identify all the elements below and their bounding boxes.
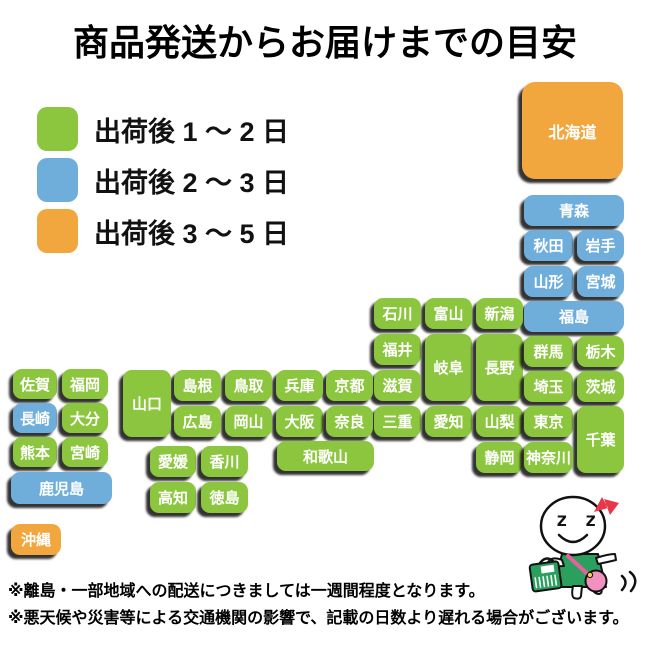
prefecture-block: 山形 <box>524 266 573 297</box>
note-line: ※悪天候や災害等による交通機関の影響で、記載の日数より遅れる場合がございます。 <box>8 610 629 627</box>
prefecture-block: 岡山 <box>225 406 272 437</box>
prefecture-block: 佐賀 <box>13 369 57 399</box>
prefecture-block: 青森 <box>524 195 624 226</box>
prefecture-block: 愛知 <box>425 406 472 437</box>
prefecture-block: 兵庫 <box>276 370 323 401</box>
prefecture-block: 神奈川 <box>524 442 573 473</box>
prefecture-block: 静岡 <box>476 442 523 473</box>
prefecture-block: 福岡 <box>62 369 108 399</box>
legend-item-green: 出荷後 1 ～ 2 日 <box>37 107 289 151</box>
mascot-right-arm <box>595 553 617 565</box>
prefecture-block: 沖縄 <box>11 524 61 555</box>
prefecture-block: 香川 <box>201 446 248 477</box>
prefecture-block: 宮城 <box>577 266 624 297</box>
legend-label: 出荷後 2 ～ 3 日 <box>94 167 290 198</box>
mascot-motion-lines <box>620 570 637 593</box>
prefecture-block: 大分 <box>62 403 108 433</box>
prefecture-block: 長野 <box>476 334 523 401</box>
prefecture-block: 東京 <box>524 406 573 437</box>
legend-label: 出荷後 1 ～ 2 日 <box>94 116 290 147</box>
prefecture-block: 福井 <box>374 334 421 365</box>
prefecture-block: 群馬 <box>524 336 573 367</box>
prefecture-block: 埼玉 <box>524 371 573 402</box>
prefecture-block: 滋賀 <box>374 370 421 401</box>
prefecture-block: 富山 <box>425 298 472 329</box>
prefecture-block: 岩手 <box>577 230 624 261</box>
prefecture-block: 岐阜 <box>425 334 472 401</box>
prefecture-block: 鳥取 <box>225 370 272 401</box>
prefecture-block: 福島 <box>524 301 624 332</box>
mascot-bow <box>594 497 619 515</box>
mascot-head <box>539 495 607 557</box>
prefecture-block: 長崎 <box>13 403 57 433</box>
prefecture-block: 愛媛 <box>150 446 196 477</box>
prefecture-block: 北海道 <box>522 82 623 179</box>
prefecture-block: 千葉 <box>577 406 624 473</box>
prefecture-block: 京都 <box>326 370 373 401</box>
legend-item-orange: 出荷後 3 ～ 5 日 <box>37 209 289 253</box>
prefecture-block: 和歌山 <box>277 441 374 471</box>
legend-item-blue: 出荷後 2 ～ 3 日 <box>37 158 289 202</box>
mascot-smile <box>557 533 589 544</box>
prefecture-block: 栃木 <box>577 336 624 367</box>
legend: 出荷後 1 ～ 2 日 出荷後 2 ～ 3 日 出荷後 3 ～ 5 日 <box>37 107 289 253</box>
prefecture-block: 新潟 <box>476 298 523 329</box>
legend-label: 出荷後 3 ～ 5 日 <box>94 218 290 249</box>
legend-swatch-blue <box>37 158 78 202</box>
prefecture-block: 三重 <box>374 406 421 437</box>
prefecture-block: 石川 <box>374 298 421 329</box>
page-title: 商品発送からお届けまでの目安 <box>72 22 577 63</box>
mascot-illustration: z z <box>528 495 637 600</box>
note-line: ※離島・一部地域への配送につきましては一週間程度となります。 <box>8 583 485 600</box>
legend-swatch-orange <box>37 209 78 253</box>
mascot-left-foot <box>571 585 583 600</box>
prefecture-block: 秋田 <box>524 230 573 261</box>
notes: ※離島・一部地域への配送につきましては一週間程度となります。 ※悪天候や災害等に… <box>8 578 648 632</box>
prefecture-block: 山口 <box>123 370 171 437</box>
legend-swatch-green <box>37 107 78 151</box>
prefecture-block: 高知 <box>150 482 196 513</box>
mascot-basket-stripes <box>534 564 558 589</box>
prefecture-block: 茨城 <box>577 371 624 402</box>
prefecture-block: 徳島 <box>201 482 248 513</box>
prefecture-block: 熊本 <box>13 437 57 467</box>
prefecture-block: 山梨 <box>476 406 523 437</box>
prefecture-block: 広島 <box>174 406 221 437</box>
prefecture-block: 奈良 <box>326 406 373 437</box>
mascot-eyes: z z <box>556 509 599 531</box>
prefecture-block: 島根 <box>174 370 221 401</box>
prefecture-block: 宮崎 <box>62 437 108 467</box>
mascot-bag-clasp <box>586 571 594 579</box>
prefecture-block: 鹿児島 <box>11 472 112 504</box>
prefecture-block: 大阪 <box>276 406 323 437</box>
